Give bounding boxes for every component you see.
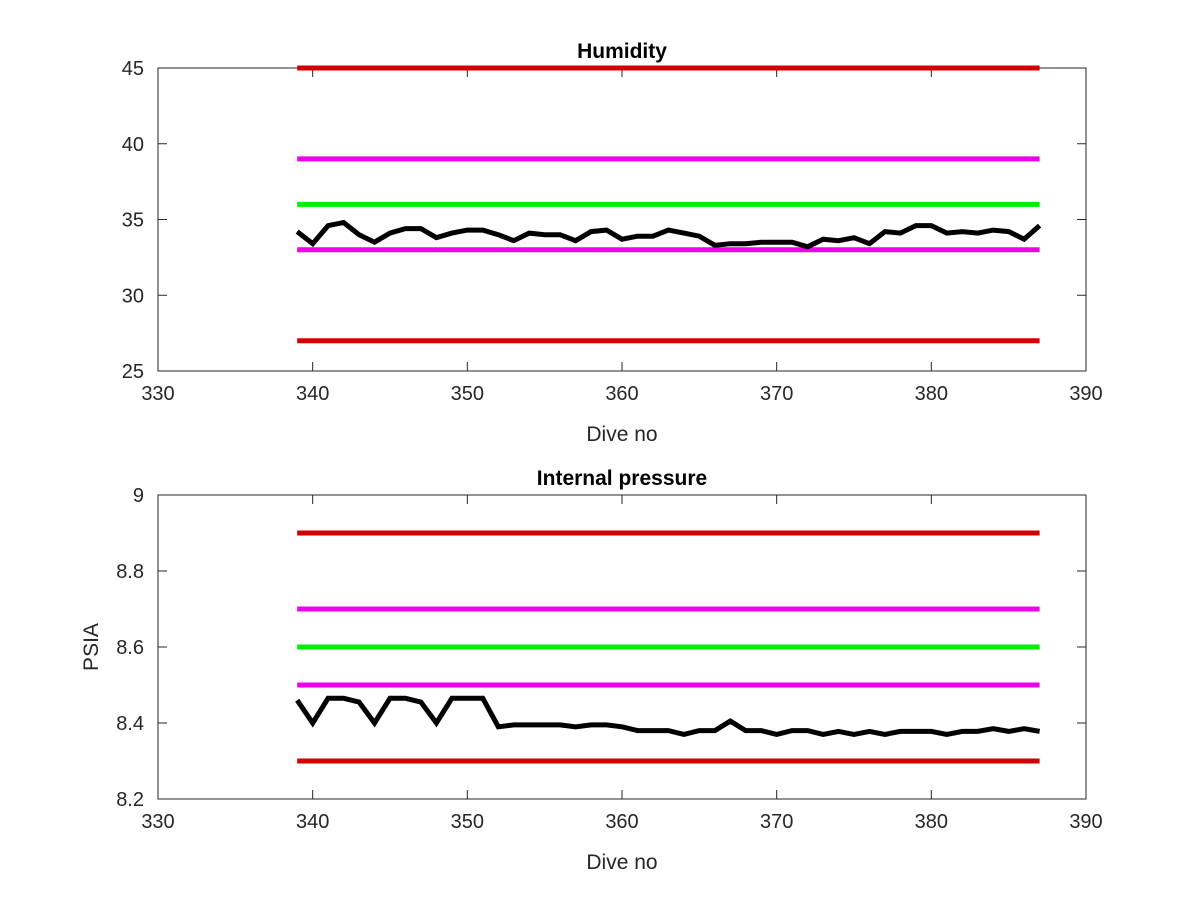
- y-tick-label: 40: [122, 134, 144, 156]
- x-tick-label: 340: [296, 383, 329, 405]
- y-tick-label: 8.4: [116, 713, 144, 735]
- x-tick-label: 390: [1069, 811, 1102, 833]
- x-tick-label: 350: [451, 383, 484, 405]
- y-tick-label: 8.2: [116, 789, 144, 811]
- y-tick-label: 30: [122, 285, 144, 307]
- x-tick-label: 380: [915, 811, 948, 833]
- x-axis-label: Dive no: [586, 423, 657, 446]
- plot-area: [157, 67, 1087, 372]
- x-tick-label: 370: [760, 811, 793, 833]
- x-tick-label: 330: [141, 383, 174, 405]
- x-tick-label: 340: [296, 811, 329, 833]
- y-tick-label: 8.8: [116, 561, 144, 583]
- y-tick-label: 35: [122, 210, 144, 232]
- chart-title: Humidity: [577, 40, 667, 63]
- chart-title: Internal pressure: [537, 467, 707, 490]
- x-tick-label: 330: [141, 811, 174, 833]
- humidity-chart: 330 340 350 360 370 380 390 25 30 35 40 45 Humidity D…: [122, 40, 1103, 446]
- y-tick-label: 9: [133, 485, 144, 507]
- x-tick-label: 390: [1069, 383, 1102, 405]
- x-tick-label: 360: [605, 383, 638, 405]
- y-tick-label: 8.6: [116, 637, 144, 659]
- x-tick-label: 370: [760, 383, 793, 405]
- x-tick-label: 360: [605, 811, 638, 833]
- x-axis-label: Dive no: [586, 851, 657, 874]
- x-tick-label: 350: [451, 811, 484, 833]
- y-axis-label: PSIA: [80, 623, 103, 671]
- internal-pressure-chart: 330 340 350 360 370 380 390 8.2 8.4 8.6 8.8 9 Intern…: [80, 467, 1103, 874]
- y-tick-label: 45: [122, 58, 144, 80]
- x-tick-label: 380: [915, 383, 948, 405]
- y-tick-label: 25: [122, 361, 144, 383]
